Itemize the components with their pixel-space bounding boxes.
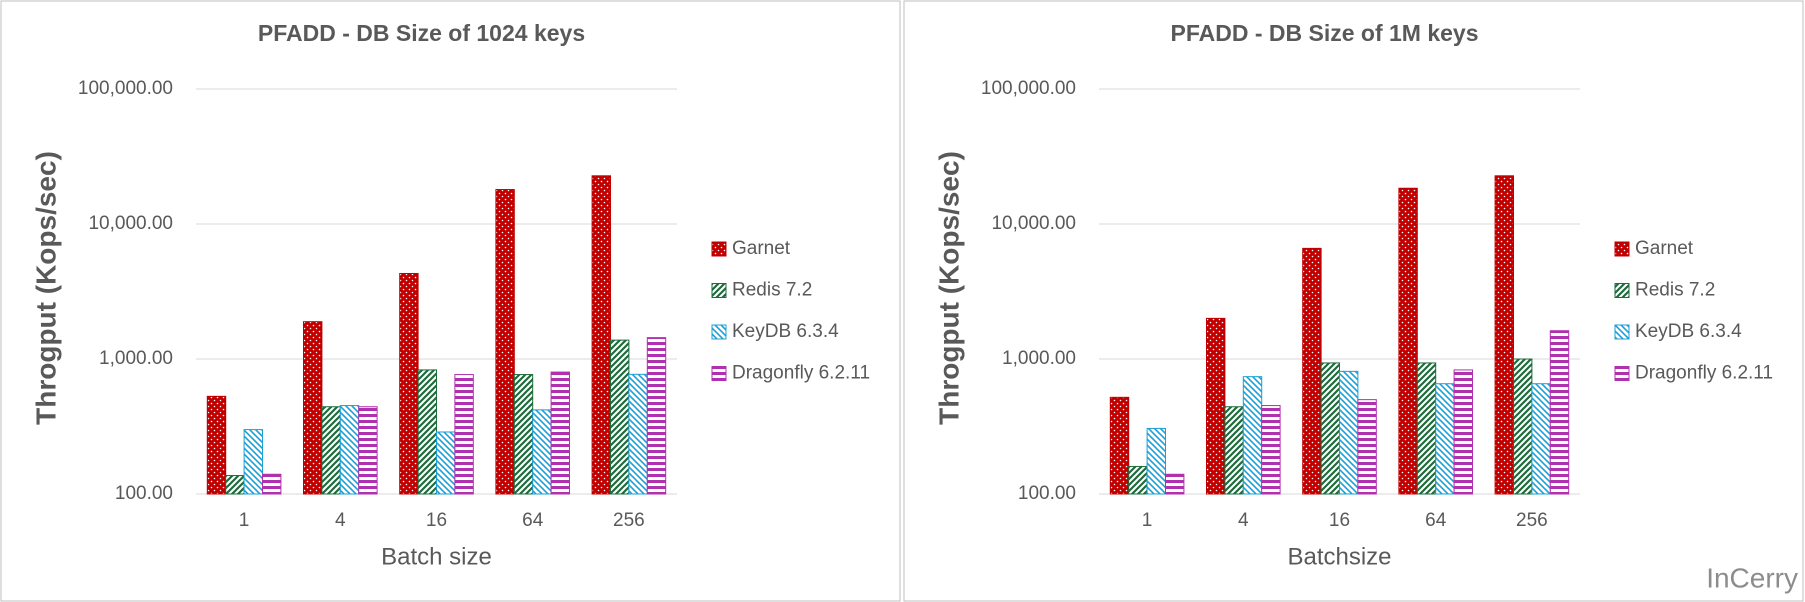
bar <box>1453 369 1473 495</box>
x-tick-label: 1 <box>1142 510 1153 531</box>
bar <box>339 405 360 495</box>
x-axis-title: Batchsize <box>1287 543 1391 570</box>
bar <box>1320 362 1340 495</box>
bar <box>550 371 570 495</box>
bar <box>1224 406 1244 495</box>
y-tick-label: 100,000.00 <box>981 78 1076 99</box>
y-axis-title: Throgput (Kops/sec) <box>30 151 61 425</box>
bar <box>1435 383 1455 495</box>
bar <box>1494 175 1514 495</box>
legend-swatch <box>1614 283 1630 298</box>
legend-swatch <box>711 283 727 298</box>
bar <box>225 475 245 495</box>
y-tick-label: 10,000.00 <box>88 213 173 234</box>
legend-swatch <box>711 366 727 381</box>
bar <box>243 429 264 495</box>
legend-label: Redis 7.2 <box>1635 280 1715 301</box>
chart-title: PFADD - DB Size of 1024 keys <box>258 20 585 46</box>
bar <box>1242 376 1263 495</box>
bar <box>1206 317 1226 495</box>
chart-title: PFADD - DB Size of 1M keys <box>1170 20 1478 46</box>
bar <box>321 406 341 495</box>
bar <box>1398 187 1418 495</box>
x-tick-label: 1 <box>239 510 250 531</box>
bar <box>1357 399 1377 495</box>
bar <box>1165 473 1185 495</box>
bar <box>1531 383 1551 495</box>
panel-border <box>0 0 901 602</box>
bar <box>1109 396 1130 495</box>
bar <box>1128 465 1148 495</box>
x-tick-label: 16 <box>426 510 447 531</box>
legend-swatch <box>1614 366 1630 381</box>
bar <box>628 373 648 495</box>
bar <box>1146 427 1166 495</box>
panel-border <box>903 0 1804 602</box>
bar <box>591 175 611 495</box>
bar <box>1339 370 1359 495</box>
y-tick-label: 1,000.00 <box>99 348 173 369</box>
bar <box>646 337 667 495</box>
x-tick-label: 4 <box>1238 510 1249 531</box>
x-tick-label: 256 <box>613 510 645 531</box>
bar <box>1416 362 1437 495</box>
bar <box>610 339 630 495</box>
y-tick-label: 100.00 <box>115 483 173 504</box>
x-tick-label: 64 <box>1425 510 1447 531</box>
x-tick-label: 256 <box>1516 510 1548 531</box>
legend-label: Dragonfly 6.2.11 <box>1635 363 1773 384</box>
legend-label: Redis 7.2 <box>732 280 812 301</box>
bar <box>358 406 378 495</box>
bar <box>262 473 282 495</box>
x-tick-label: 4 <box>335 510 346 531</box>
bar <box>1549 330 1570 495</box>
x-tick-label: 16 <box>1329 510 1350 531</box>
legend-swatch <box>711 324 727 340</box>
bar <box>1513 358 1533 495</box>
bar <box>1261 405 1281 495</box>
legend-label: KeyDB 6.3.4 <box>732 321 839 342</box>
legend-swatch <box>1614 241 1630 257</box>
y-tick-label: 1,000.00 <box>1002 348 1076 369</box>
x-axis-title: Batch size <box>381 543 492 570</box>
legend-label: KeyDB 6.3.4 <box>1635 321 1742 342</box>
y-tick-label: 100,000.00 <box>78 78 173 99</box>
legend-label: Dragonfly 6.2.11 <box>732 363 870 384</box>
legend-swatch <box>711 241 727 257</box>
bar <box>436 431 456 495</box>
y-axis-title: Throgput (Kops/sec) <box>933 151 964 425</box>
bar <box>303 321 323 495</box>
y-tick-label: 100.00 <box>1018 483 1076 504</box>
legend-label: Garnet <box>732 238 791 259</box>
bar <box>495 189 515 495</box>
bar <box>454 374 474 495</box>
bar <box>532 409 552 495</box>
x-tick-label: 64 <box>522 510 544 531</box>
legend-swatch <box>1614 324 1630 340</box>
watermark: InCerry <box>1706 562 1798 593</box>
legend-label: Garnet <box>1635 238 1694 259</box>
bar <box>1302 247 1322 495</box>
y-tick-label: 10,000.00 <box>991 213 1076 234</box>
bar <box>399 272 419 495</box>
bar <box>513 374 534 495</box>
bar <box>206 395 227 495</box>
bar <box>417 369 438 495</box>
